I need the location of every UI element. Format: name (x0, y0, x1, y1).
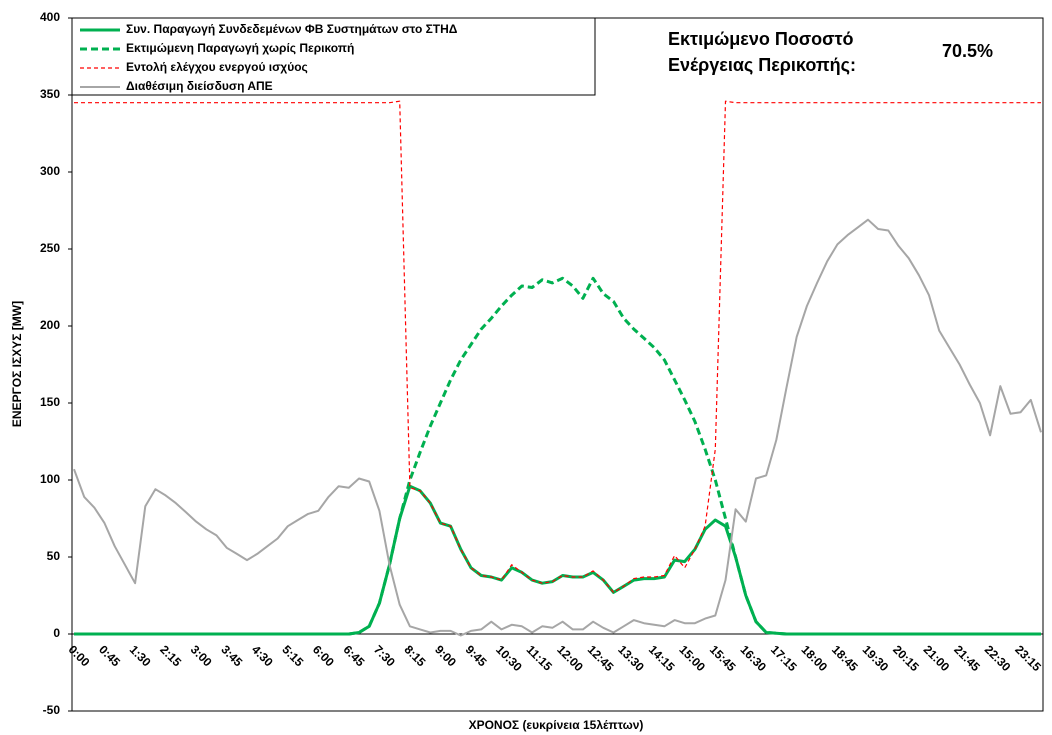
series-line (74, 100, 1041, 593)
annotation-value: 70.5% (942, 41, 993, 61)
x-tick-label: 3:00 (188, 642, 215, 669)
series-line (73, 218, 1042, 637)
legend-box (71, 17, 596, 96)
y-tick-label: 250 (40, 241, 60, 255)
x-tick-label: 21:45 (951, 642, 983, 674)
annotation: Εκτιμώμενο Ποσοστό (668, 29, 854, 49)
x-tick-label: 15:45 (707, 642, 739, 674)
x-tick-label: 16:30 (737, 642, 769, 674)
x-tick-label: 2:15 (157, 642, 184, 669)
series-line (74, 484, 1041, 636)
y-tick-label: 300 (40, 164, 60, 178)
y-axis-label: ΕΝΕΡΓΟΣ ΙΣΧΥΣ [MW] (10, 301, 24, 427)
x-axis-label: ΧΡΟΝΟΣ (ευκρίνεια 15λέπτων) (469, 718, 644, 732)
y-tick-label: 400 (40, 10, 60, 24)
x-tick-label: 17:15 (768, 642, 800, 674)
x-tick-label: 13:30 (615, 642, 647, 674)
y-tick-label: 0 (53, 626, 60, 640)
legend-label: Εκτιμώμενη Παραγωγή χωρίς Περικοπή (126, 41, 354, 55)
x-tick-label: 9:00 (432, 642, 459, 669)
x-tick-label: 18:00 (799, 642, 831, 674)
x-tick-label: 1:30 (127, 642, 154, 669)
legend-label: Συν. Παραγωγή Συνδεδεμένων ΦΒ Συστημάτων… (126, 22, 458, 36)
y-tick-label: 350 (40, 87, 60, 101)
x-tick-label: 0:45 (96, 642, 123, 669)
x-tick-label: 4:30 (249, 642, 276, 669)
x-tick-label: 22:30 (982, 642, 1014, 674)
annotation: Ενέργειας Περικοπής: (668, 55, 856, 75)
plot-frame (71, 17, 1044, 712)
y-tick-label: -50 (43, 703, 61, 717)
x-tick-label: 11:15 (524, 642, 555, 673)
x-tick-label: 19:30 (860, 642, 892, 674)
x-tick-label: 0:00 (66, 642, 93, 669)
x-tick-label: 10:30 (493, 642, 525, 674)
x-tick-label: 3:45 (218, 642, 245, 669)
x-tick-label: 12:45 (585, 642, 617, 674)
x-tick-label: 18:45 (829, 642, 861, 674)
x-tick-label: 7:30 (371, 642, 398, 669)
x-tick-label: 8:15 (402, 642, 429, 669)
x-tick-label: 15:00 (676, 642, 708, 674)
x-tick-label: 6:45 (340, 642, 367, 669)
x-tick-label: 20:15 (890, 642, 922, 674)
legend-label: Εντολή ελέγχου ενεργού ισχύος (126, 60, 308, 74)
y-tick-label: 50 (47, 549, 61, 563)
y-tick-label: 100 (40, 472, 60, 486)
x-tick-label: 21:00 (921, 642, 953, 674)
series-line (74, 276, 1041, 636)
x-tick-label: 5:15 (279, 642, 306, 669)
x-tick-label: 12:00 (554, 642, 586, 674)
x-tick-label: 23:15 (1012, 642, 1044, 674)
x-tick-label: 14:15 (646, 642, 678, 674)
y-tick-label: 150 (40, 395, 60, 409)
legend-label: Διαθέσιμη διείσδυση ΑΠΕ (126, 79, 273, 93)
y-tick-label: 200 (40, 318, 60, 332)
x-tick-label: 6:00 (310, 642, 337, 669)
x-tick-label: 9:45 (463, 642, 490, 669)
